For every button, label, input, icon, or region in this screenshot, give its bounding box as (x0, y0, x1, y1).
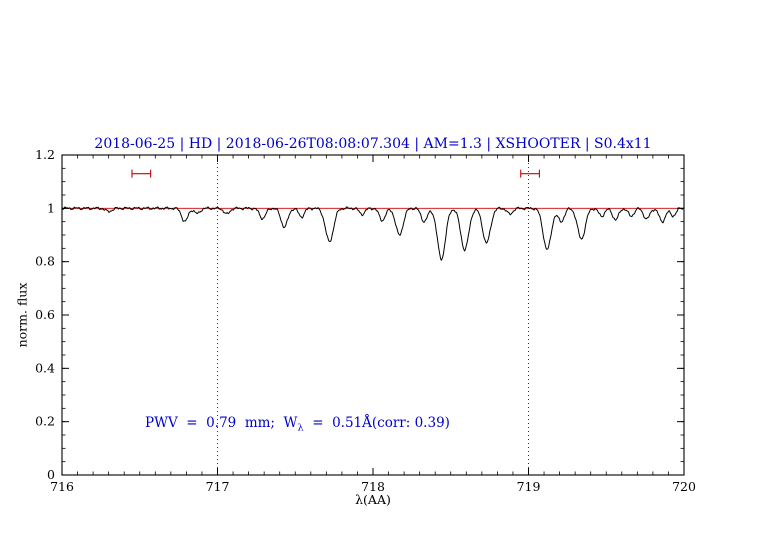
spectrum-line (61, 206, 685, 261)
x-tick-label: 717 (206, 479, 230, 494)
pwv-annotation-prefix: PWV = 0.79 mm; W (145, 415, 298, 431)
y-tick-label: 0 (47, 467, 55, 482)
pwv-annotation-suffix: = 0.51Å(corr: 0.39) (303, 415, 450, 431)
y-tick-label: 0.6 (35, 307, 55, 322)
y-tick-label: 0.4 (35, 360, 55, 375)
lambda-subscript: λ (297, 422, 304, 434)
x-tick-label: 720 (672, 479, 696, 494)
y-tick-label: 0.2 (35, 414, 55, 429)
y-tick-label: 0.8 (35, 254, 55, 269)
pwv-annotation: PWV = 0.79 mm; Wλ = 0.51Å(corr: 0.39) (145, 415, 450, 434)
x-tick-label: 716 (50, 479, 74, 494)
y-tick-label: 1.2 (35, 147, 55, 162)
x-tick-label: 719 (517, 479, 541, 494)
plot-title: 2018-06-25 | HD | 2018-06-26T08:08:07.30… (94, 136, 652, 152)
x-axis-label: λ(AA) (355, 492, 391, 507)
y-tick-label: 1 (47, 200, 55, 215)
x-tick-label: 718 (361, 479, 385, 494)
y-axis-label: norm. flux (14, 282, 30, 348)
